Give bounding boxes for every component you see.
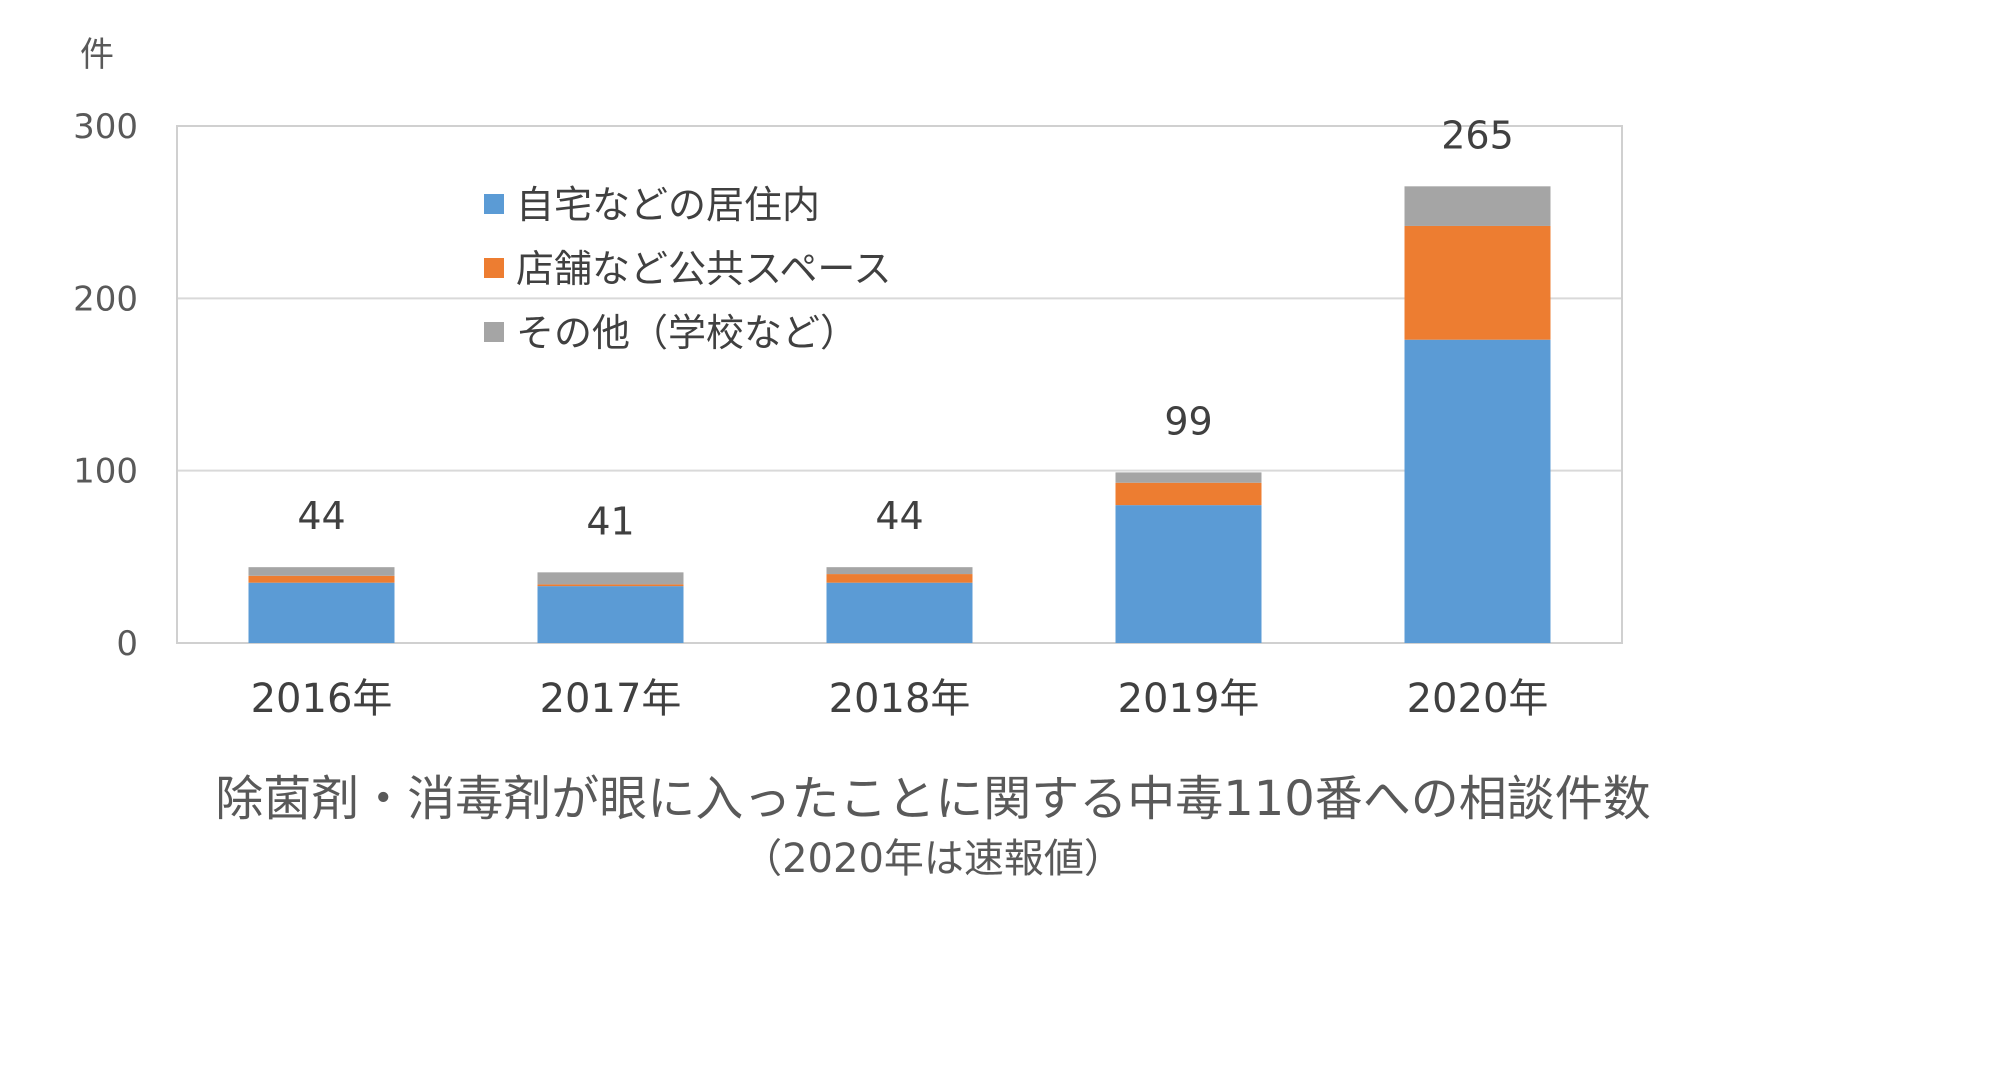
x-tick-label: 2018年	[829, 676, 971, 722]
y-tick-label: 200	[73, 279, 138, 319]
bar-segment	[248, 567, 395, 576]
bar-segment	[1115, 482, 1262, 506]
x-tick-label: 2020年	[1407, 676, 1549, 722]
legend-label: 自宅などの居住内	[516, 183, 820, 227]
legend-label: 店舗など公共スペース	[516, 247, 891, 291]
bar-segment	[537, 586, 684, 643]
bar-segment	[1115, 505, 1262, 643]
y-axis-unit-label: 件	[80, 35, 114, 75]
bar-segment	[537, 572, 684, 585]
legend-swatch	[484, 194, 504, 214]
legend-swatch	[484, 258, 504, 278]
x-tick-label: 2019年	[1118, 676, 1260, 722]
bar-segment	[1115, 472, 1262, 483]
legend-item: 自宅などの居住内	[484, 183, 820, 227]
legend-item: その他（学校など）	[484, 311, 858, 355]
x-tick-label: 2016年	[251, 676, 393, 722]
legend-swatch	[484, 322, 504, 342]
bar-segment	[248, 582, 395, 643]
bar-segment	[826, 574, 973, 583]
legend-item: 店舗など公共スペース	[484, 247, 891, 291]
total-data-label: 44	[297, 494, 345, 538]
y-tick-label: 300	[73, 107, 138, 147]
bar-segment	[1404, 186, 1551, 226]
bar-segment	[1404, 225, 1551, 340]
total-data-label: 44	[875, 494, 923, 538]
chart-subtitle: （2020年は速報値）	[742, 836, 1124, 882]
total-data-label: 99	[1164, 399, 1212, 443]
bar-segment	[826, 582, 973, 643]
chart-title: 除菌剤・消毒剤が眼に入ったことに関する中毒110番への相談件数	[215, 771, 1651, 827]
bar-segment	[537, 584, 684, 587]
total-data-label: 265	[1441, 113, 1514, 157]
bar-segment	[248, 575, 395, 583]
total-data-label: 41	[586, 499, 634, 543]
y-tick-label: 100	[73, 452, 138, 492]
y-tick-label: 0	[116, 624, 138, 664]
bar-segment	[1404, 339, 1551, 643]
bar-segment	[826, 567, 973, 575]
legend-label: その他（学校など）	[516, 311, 858, 355]
x-tick-label: 2017年	[540, 676, 682, 722]
